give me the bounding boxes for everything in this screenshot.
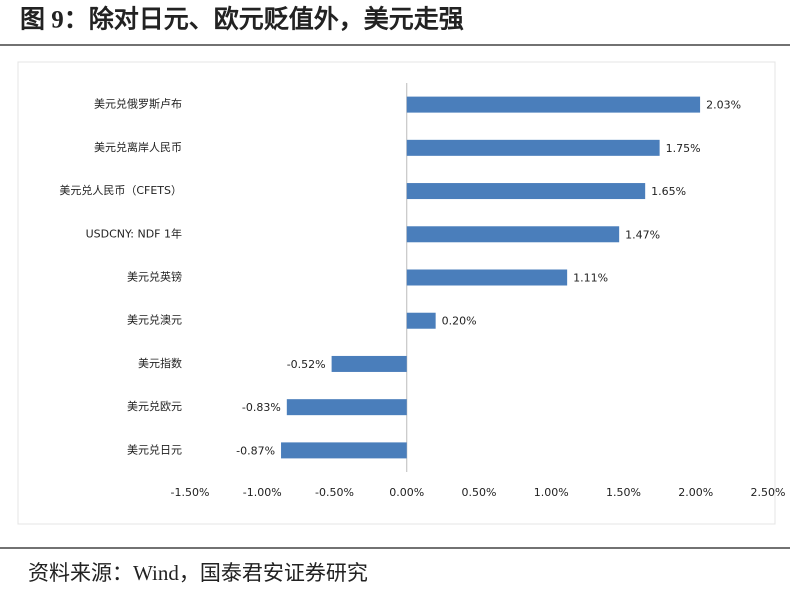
x-tick-label: 2.00% bbox=[678, 486, 713, 499]
bar bbox=[286, 399, 407, 416]
bar bbox=[406, 269, 568, 286]
value-label: 1.65% bbox=[651, 185, 686, 198]
bar bbox=[406, 96, 701, 113]
x-tick-label: -1.00% bbox=[243, 486, 282, 499]
value-label: 0.20% bbox=[442, 315, 477, 328]
y-tick-label: 美元指数 bbox=[138, 356, 182, 370]
x-tick-label: 1.50% bbox=[606, 486, 641, 499]
y-tick-label: 美元兑日元 bbox=[127, 442, 182, 456]
y-tick-label: USDCNY: NDF 1年 bbox=[86, 226, 182, 240]
value-label: -0.52% bbox=[287, 358, 326, 371]
x-tick-label: 2.50% bbox=[751, 486, 786, 499]
plot-frame bbox=[17, 61, 776, 525]
y-tick-label: 美元兑离岸人民币 bbox=[94, 140, 182, 154]
x-tick-label: 0.50% bbox=[462, 486, 497, 499]
x-tick-label: 0.00% bbox=[389, 486, 424, 499]
x-tick-label: -1.50% bbox=[171, 486, 210, 499]
y-tick-label: 美元兑英镑 bbox=[127, 270, 182, 284]
bar bbox=[281, 442, 407, 459]
value-label: 1.47% bbox=[625, 228, 660, 241]
value-label: -0.83% bbox=[242, 401, 281, 414]
bar bbox=[406, 139, 660, 156]
y-tick-label: 美元兑欧元 bbox=[127, 399, 182, 413]
bar bbox=[331, 355, 407, 372]
value-label: 1.11% bbox=[573, 272, 608, 285]
y-tick-label: 美元兑俄罗斯卢布 bbox=[94, 97, 182, 111]
x-tick-label: 1.00% bbox=[534, 486, 569, 499]
chart-title: 图 9：除对日元、欧元贬值外，美元走强 bbox=[20, 5, 464, 34]
value-label: 2.03% bbox=[706, 99, 741, 112]
value-label: -0.87% bbox=[236, 444, 275, 457]
y-tick-label: 美元兑人民币（CFETS） bbox=[59, 183, 182, 197]
x-tick-label: -0.50% bbox=[315, 486, 354, 499]
bar bbox=[406, 312, 436, 329]
bar bbox=[406, 183, 646, 200]
bar bbox=[406, 226, 620, 243]
source-note: 资料来源：Wind，国泰君安证券研究 bbox=[28, 561, 368, 585]
value-label: 1.75% bbox=[666, 142, 701, 155]
y-tick-label: 美元兑澳元 bbox=[127, 313, 182, 327]
